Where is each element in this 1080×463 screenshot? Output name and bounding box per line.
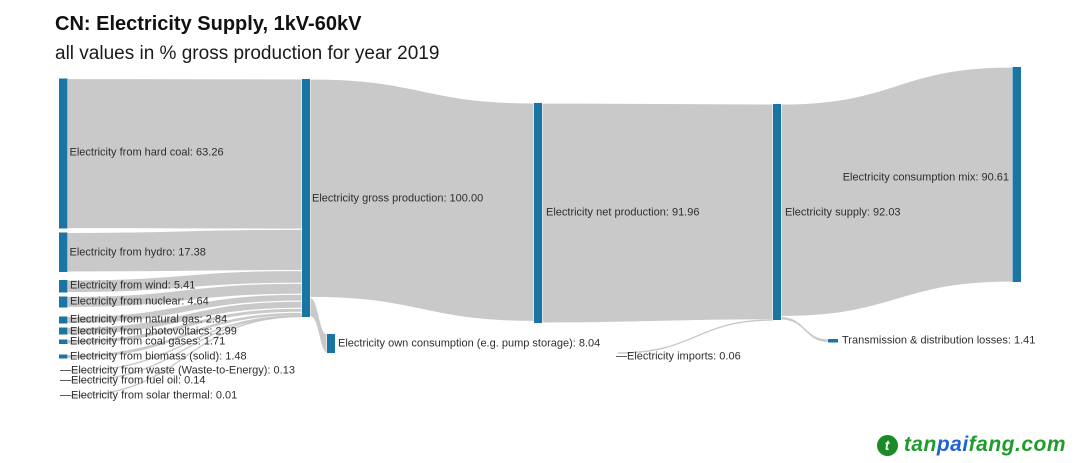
label-net-production: Electricity net production: 91.96	[546, 206, 700, 219]
chart-title: CN: Electricity Supply, 1kV-60kV	[55, 13, 362, 35]
flow-imports-to-supply	[617, 319, 774, 354]
label-hard-coal: Electricity from hard coal: 63.26	[69, 146, 224, 159]
label-coal-gases: Electricity from coal gases: 1.71	[70, 335, 226, 348]
flow-solar-thermal-to-gross	[70, 315, 303, 397]
node-nuclear	[59, 296, 68, 308]
chart-subtitle: all values in % gross production for yea…	[55, 43, 440, 64]
flow-supply-to-consumption-mix	[780, 66, 1013, 318]
label-gross-production: Electricity gross production: 100.00	[312, 192, 484, 205]
node-consumption-mix	[1012, 67, 1021, 282]
label-imports: —Electricity imports: 0.06	[616, 350, 741, 363]
node-photovoltaics	[59, 327, 68, 335]
label-waste: —Electricity from waste (Waste-to-Energy…	[60, 364, 295, 377]
node-natural-gas	[59, 316, 68, 324]
label-hydro: Electricity from hydro: 17.38	[69, 246, 206, 259]
node-gross-production	[302, 79, 310, 317]
label-own-consumption: Electricity own consumption (e.g. pump s…	[338, 337, 601, 350]
logo-text-tan: tan	[903, 433, 937, 456]
flow-waste-to-gross	[70, 315, 303, 372]
node-own-consumption	[327, 334, 335, 353]
label-nuclear: Electricity from nuclear: 4.64	[70, 295, 209, 308]
label-supply: Electricity supply: 92.03	[785, 206, 901, 219]
tanpaifang-logo-icon: t	[876, 434, 898, 456]
flow-supply-to-losses	[780, 315, 829, 344]
label-biomass: Electricity from biomass (solid): 1.48	[70, 350, 247, 363]
label-consumption-mix: Electricity consumption mix: 90.61	[842, 171, 1009, 184]
node-td-losses	[828, 339, 838, 343]
label-natural-gas: Electricity from natural gas: 2.84	[70, 313, 228, 326]
node-coal-gases	[59, 339, 68, 344]
flow-fuel-oil-to-gross	[70, 315, 303, 382]
node-hydro	[59, 232, 68, 272]
logo-text-fang: fang.com	[968, 433, 1066, 456]
logo-text-pai: pai	[936, 433, 969, 456]
node-wind	[59, 280, 68, 293]
flow-gross-to-own-consumption	[309, 296, 328, 354]
node-net-production	[534, 103, 542, 323]
label-fuel-oil: —Electricity from fuel oil: 0.14	[60, 374, 206, 387]
label-wind: Electricity from wind: 5.41	[70, 279, 196, 292]
label-td-losses: Transmission & distribution losses: 1.41	[842, 334, 1036, 347]
tanpaifang-logo-text: tanpaifang.com	[904, 433, 1066, 457]
node-hard-coal	[59, 78, 68, 229]
node-supply	[773, 104, 781, 320]
tanpaifang-logo: t tanpaifang.com	[876, 433, 1066, 457]
node-biomass	[59, 354, 68, 359]
label-photovoltaics: Electricity from photovoltaics: 2.99	[70, 325, 237, 338]
label-solar-thermal: —Electricity from solar thermal: 0.01	[60, 389, 238, 402]
